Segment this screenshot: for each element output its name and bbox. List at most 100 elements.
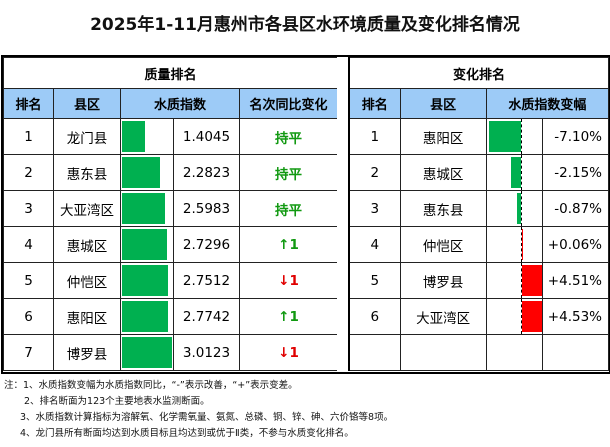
index-value-cell: 2.7512 xyxy=(173,262,240,299)
rank-cell: 4 xyxy=(348,226,401,263)
pct-bar xyxy=(516,193,521,224)
empty-cell xyxy=(485,334,543,371)
table-row: 2 惠城区 -2.15% xyxy=(348,154,610,191)
rank-cell: 2 xyxy=(348,154,401,191)
table-row: 5 仲恺区 2.7512 ↓1 xyxy=(3,262,339,299)
bar-axis xyxy=(520,263,522,298)
county-cell: 博罗县 xyxy=(53,334,121,371)
index-bar-cell xyxy=(120,118,174,155)
county-cell: 博罗县 xyxy=(399,262,487,299)
rank-cell: 3 xyxy=(348,190,401,227)
bar-axis xyxy=(520,299,522,334)
table-row: 1 龙门县 1.4045 持平 xyxy=(3,118,339,155)
county-cell: 惠阳区 xyxy=(399,118,487,155)
index-bar-cell xyxy=(120,226,174,263)
table-row: 2 惠东县 2.2823 持平 xyxy=(3,154,339,191)
pct-bar xyxy=(521,265,542,296)
county-cell: 龙门县 xyxy=(53,118,121,155)
ranking-frame: 质量排名 排名 县区 水质指数 名次同比变化 1 龙门县 1.4045 持平 2 惠东县 2… xyxy=(1,55,610,374)
pct-bar-cell xyxy=(485,262,543,299)
col-rank: 排名 xyxy=(348,88,401,119)
pct-value-cell: -2.15% xyxy=(541,154,610,191)
change-title: 变化排名 xyxy=(348,57,609,89)
col-change: 名次同比变化 xyxy=(238,88,339,119)
table-row: 3 大亚湾区 2.5983 持平 xyxy=(3,190,339,227)
county-cell: 惠东县 xyxy=(399,190,487,227)
note-2: 2、排名断面为123个主要地表水监测断面。 xyxy=(24,396,210,407)
rank-change-cell: ↓1 xyxy=(238,334,339,371)
table-row: 3 惠东县 -0.87% xyxy=(348,190,610,227)
rank-change-cell: ↑1 xyxy=(238,298,339,335)
index-bar xyxy=(122,121,146,152)
empty-row xyxy=(348,334,610,371)
pct-bar xyxy=(521,301,542,332)
pct-value-cell: +0.06% xyxy=(541,226,610,263)
rank-change-cell: 持平 xyxy=(238,154,339,191)
rank-cell: 3 xyxy=(3,190,54,227)
county-cell: 仲恺区 xyxy=(53,262,121,299)
table-gap xyxy=(337,57,348,372)
index-bar-cell xyxy=(120,334,174,371)
change-ranking-table: 变化排名 排名 县区 水质指数变幅 1 惠阳区 -7.10% 2 惠城区 -2.15% 3 惠… xyxy=(348,57,610,371)
notes: 注：1、水质指数变幅为水质指数同比，“-”表示改善，“+”表示变差。 2、排名断… xyxy=(4,378,393,442)
index-bar-cell xyxy=(120,262,174,299)
note-1: 注：1、水质指数变幅为水质指数同比，“-”表示改善，“+”表示变差。 xyxy=(4,380,298,391)
index-bar xyxy=(122,157,160,188)
note-4: 4、龙门县所有断面均达到水质目标且均达到或优于Ⅱ类，不参与水质变化排名。 xyxy=(20,428,354,439)
bar-axis xyxy=(520,155,522,190)
county-cell: 惠阳区 xyxy=(53,298,121,335)
col-index: 水质指数 xyxy=(120,88,240,119)
rank-cell: 5 xyxy=(3,262,54,299)
bar-axis xyxy=(520,227,522,262)
index-bar-cell xyxy=(120,298,174,335)
rank-cell: 2 xyxy=(3,154,54,191)
empty-cell xyxy=(348,334,401,371)
pct-value-cell: -7.10% xyxy=(541,118,610,155)
pct-bar-cell xyxy=(485,118,543,155)
rank-change-cell: ↓1 xyxy=(238,262,339,299)
table-row: 5 博罗县 +4.51% xyxy=(348,262,610,299)
rank-cell: 7 xyxy=(3,334,54,371)
table-row: 4 惠城区 2.7296 ↑1 xyxy=(3,226,339,263)
index-bar xyxy=(122,337,172,368)
rank-cell: 4 xyxy=(3,226,54,263)
rank-change-cell: ↑1 xyxy=(238,226,339,263)
note-3: 3、水质指数计算指标为溶解氧、化学需氧量、氨氮、总磷、铜、锌、砷、六价铬等8项。 xyxy=(20,412,394,423)
pct-bar-cell xyxy=(485,154,543,191)
index-bar xyxy=(122,301,169,332)
table-row: 7 博罗县 3.0123 ↓1 xyxy=(3,334,339,371)
rank-cell: 1 xyxy=(348,118,401,155)
empty-cell xyxy=(541,334,610,371)
rank-change-cell: 持平 xyxy=(238,118,339,155)
county-cell: 大亚湾区 xyxy=(399,298,487,335)
empty-cell xyxy=(399,334,487,371)
pct-value-cell: +4.53% xyxy=(541,298,610,335)
col-county: 县区 xyxy=(53,88,121,119)
index-value-cell: 1.4045 xyxy=(173,118,240,155)
county-cell: 惠城区 xyxy=(53,226,121,263)
index-bar-cell xyxy=(120,190,174,227)
index-bar xyxy=(122,193,166,224)
index-value-cell: 3.0123 xyxy=(173,334,240,371)
county-cell: 仲恺区 xyxy=(399,226,487,263)
pct-bar xyxy=(488,121,521,152)
bar-axis xyxy=(520,119,522,154)
table-row: 4 仲恺区 +0.06% xyxy=(348,226,610,263)
table-row: 6 大亚湾区 +4.53% xyxy=(348,298,610,335)
table-row: 1 惠阳区 -7.10% xyxy=(348,118,610,155)
table-row: 6 惠阳区 2.7742 ↑1 xyxy=(3,298,339,335)
pct-value-cell: -0.87% xyxy=(541,190,610,227)
rank-cell: 1 xyxy=(3,118,54,155)
pct-bar xyxy=(511,157,521,188)
col-county: 县区 xyxy=(399,88,487,119)
county-cell: 惠城区 xyxy=(399,154,487,191)
pct-bar-cell xyxy=(485,298,543,335)
index-value-cell: 2.7296 xyxy=(173,226,240,263)
rank-change-cell: 持平 xyxy=(238,190,339,227)
index-bar xyxy=(122,229,168,260)
rank-cell: 5 xyxy=(348,262,401,299)
index-value-cell: 2.7742 xyxy=(173,298,240,335)
index-bar xyxy=(122,265,168,296)
index-value-cell: 2.5983 xyxy=(173,190,240,227)
quality-ranking-table: 质量排名 排名 县区 水质指数 名次同比变化 1 龙门县 1.4045 持平 2 惠东县 2… xyxy=(2,57,339,371)
